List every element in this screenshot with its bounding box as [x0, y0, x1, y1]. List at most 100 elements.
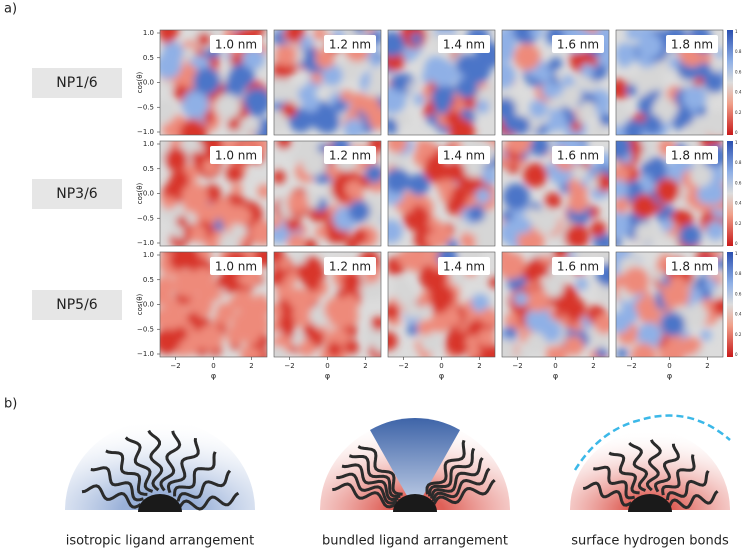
colorbar — [727, 30, 733, 135]
blob — [425, 231, 442, 246]
blob — [232, 290, 255, 312]
ligand — [147, 429, 164, 492]
blob — [230, 222, 248, 239]
distance-label-box — [324, 257, 376, 275]
distance-label-box — [210, 35, 262, 53]
blob — [525, 332, 547, 354]
distance-label-box — [666, 146, 718, 164]
blob — [388, 303, 400, 321]
colorbar-tick-label: 0.4 — [735, 90, 742, 95]
distance-label-box — [552, 35, 604, 53]
blob — [446, 311, 462, 327]
heatmap-frame — [387, 29, 496, 136]
blob — [591, 123, 606, 135]
blob — [477, 328, 495, 347]
blob — [388, 31, 405, 57]
y-tick-label: 0.5 — [143, 165, 154, 173]
blob — [429, 312, 450, 333]
blob — [562, 297, 586, 321]
blob — [575, 277, 588, 291]
colorbar-tick-label: 0.6 — [735, 291, 742, 296]
blob — [281, 102, 297, 118]
blob — [571, 165, 588, 181]
wedge — [370, 417, 460, 510]
blob — [189, 225, 207, 243]
core — [628, 494, 672, 512]
blob — [703, 71, 723, 93]
blob — [502, 210, 514, 222]
blob — [313, 30, 327, 41]
blob — [616, 348, 628, 357]
blob — [417, 319, 434, 336]
blob — [426, 113, 438, 125]
blob — [474, 227, 495, 246]
x-tick-label: 0 — [667, 362, 671, 370]
blob — [467, 345, 481, 357]
blob — [435, 180, 447, 192]
blob — [563, 335, 584, 356]
blob — [594, 173, 609, 192]
blob — [196, 279, 220, 303]
blob — [634, 222, 656, 244]
blob — [503, 114, 522, 133]
distance-label: 1.8 nm — [671, 260, 713, 274]
heatmap-frame — [615, 140, 724, 247]
blob — [590, 221, 607, 238]
blob — [455, 219, 469, 233]
ligand — [348, 454, 401, 498]
blob — [596, 281, 609, 305]
blob — [471, 293, 490, 313]
blob — [287, 233, 304, 246]
blob — [679, 337, 699, 356]
ligand — [166, 437, 200, 494]
blob — [689, 164, 713, 187]
x-tick-label: −2 — [284, 362, 294, 370]
blob — [338, 60, 360, 82]
colorbar-tick-label: 0 — [735, 130, 738, 135]
blob — [230, 183, 243, 195]
ligand — [654, 443, 680, 493]
distance-label-box — [438, 35, 490, 53]
caption: isotropic ligand arrangement — [66, 534, 255, 549]
blob — [405, 302, 421, 319]
blob — [424, 56, 449, 81]
blob — [369, 67, 381, 87]
y-tick-label: 1.0 — [143, 251, 154, 259]
blob — [704, 110, 723, 135]
blob — [616, 212, 631, 239]
blob — [252, 30, 265, 37]
blob — [529, 141, 551, 157]
ligand — [583, 481, 633, 507]
ligand — [178, 491, 240, 511]
blob — [274, 322, 280, 333]
ligand — [428, 447, 476, 497]
blob — [475, 188, 491, 204]
blob — [303, 238, 318, 246]
blob — [181, 91, 210, 119]
colorbar-tick-label: 0.2 — [735, 221, 742, 226]
blob — [227, 77, 246, 96]
blob — [197, 32, 212, 47]
y-tick-label: −1.0 — [137, 350, 154, 358]
ligand — [593, 465, 636, 500]
blob — [232, 206, 252, 226]
ligand — [432, 478, 496, 505]
blob — [311, 72, 324, 84]
colorbar-tick-label: 0.2 — [735, 110, 742, 115]
blob — [445, 110, 462, 127]
blob — [431, 85, 454, 109]
ligand — [159, 430, 182, 492]
blob — [216, 303, 229, 316]
x-tick-label: −2 — [170, 362, 180, 370]
colorbar-tick-label: 0.2 — [735, 332, 742, 337]
ligand — [105, 449, 148, 496]
colorbar-tick-label: 0 — [735, 241, 738, 246]
heatmap-frame — [387, 140, 496, 247]
blob — [243, 87, 267, 116]
heatmap-frame — [159, 29, 268, 136]
colorbar — [727, 141, 733, 246]
blob — [162, 184, 176, 198]
heatmap — [616, 141, 723, 246]
blob — [274, 217, 281, 230]
